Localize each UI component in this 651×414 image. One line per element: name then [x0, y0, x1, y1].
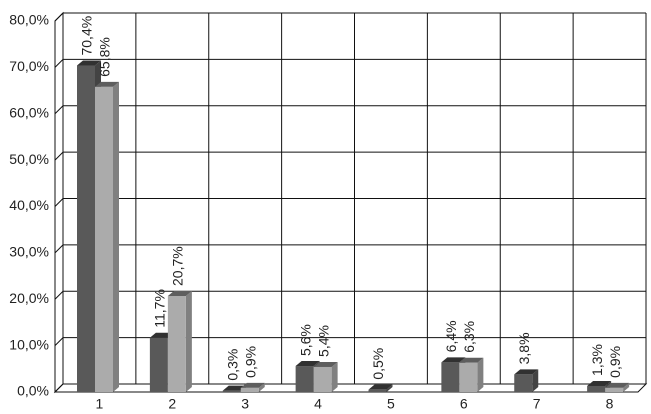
bar	[587, 385, 606, 392]
bar	[313, 366, 332, 392]
x-tick-label: 1	[96, 396, 104, 412]
bar	[459, 362, 478, 392]
bar-side	[386, 384, 393, 392]
x-tick-label: 8	[606, 396, 614, 412]
value-label: 0,5%	[370, 348, 386, 380]
bar-side	[477, 357, 484, 392]
bar	[605, 387, 624, 392]
value-label: 5,4%	[315, 325, 331, 357]
bar	[222, 390, 241, 392]
bar	[95, 86, 113, 392]
value-label: 6,3%	[461, 321, 477, 353]
value-label: 0,9%	[607, 346, 623, 378]
value-label: 1,3%	[589, 344, 605, 376]
grid-line-side	[54, 151, 64, 161]
grid-line-side	[54, 337, 64, 346]
bar-top	[313, 361, 338, 367]
bar-side	[532, 369, 539, 392]
bar	[368, 389, 387, 392]
y-tick-label: 50,0%	[9, 151, 49, 167]
bar	[240, 387, 259, 392]
bar-top	[514, 369, 539, 375]
grid-line-side	[54, 244, 64, 254]
bar	[441, 362, 460, 392]
bar	[167, 296, 186, 392]
bar-side	[258, 382, 265, 392]
y-tick-label: 10,0%	[9, 336, 49, 352]
bar-top	[167, 291, 192, 297]
y-tick-label: 30,0%	[9, 244, 49, 260]
x-tick-label: 6	[460, 396, 468, 412]
bar-side	[185, 291, 192, 392]
bar	[77, 65, 95, 393]
grid-line-side	[54, 383, 64, 393]
y-tick-label: 80,0%	[9, 12, 49, 28]
value-label: 65,8%	[97, 37, 113, 77]
y-tick-label: 0,0%	[17, 383, 49, 399]
bar-top	[295, 361, 320, 367]
grid-line-side	[54, 59, 64, 68]
bar-top	[587, 380, 612, 386]
value-label: 0,3%	[224, 349, 240, 381]
bar	[295, 366, 314, 392]
grid-line-side	[54, 12, 64, 22]
value-label: 70,4%	[79, 16, 95, 56]
y-tick-label: 40,0%	[9, 197, 49, 213]
value-label: 3,8%	[516, 332, 532, 364]
grid-line-side	[54, 105, 64, 115]
value-label: 5,6%	[297, 324, 313, 356]
x-tick-label: 4	[314, 396, 322, 412]
bar-side	[331, 361, 338, 392]
bar-top	[95, 81, 119, 87]
bar-top	[240, 382, 265, 388]
x-tick-label: 2	[168, 396, 176, 412]
grid-line-side	[54, 198, 64, 207]
x-tick-label: 3	[241, 396, 249, 412]
y-tick-label: 60,0%	[9, 104, 49, 120]
bar-top	[459, 357, 484, 363]
x-tick-label: 5	[387, 396, 395, 412]
bar	[514, 374, 533, 392]
value-label: 0,9%	[242, 346, 258, 378]
bar-top	[77, 60, 101, 66]
y-tick-label: 20,0%	[9, 290, 49, 306]
bar-top	[368, 384, 393, 390]
floor	[53, 383, 648, 393]
grid-line-side	[54, 290, 64, 300]
bar-side	[623, 382, 630, 392]
bar-side	[113, 81, 119, 392]
x-tick-label: 7	[533, 396, 541, 412]
bar	[149, 337, 168, 392]
value-label: 20,7%	[170, 246, 186, 286]
bar-top	[605, 382, 630, 388]
value-label: 6,4%	[443, 320, 459, 352]
bar-top	[441, 357, 466, 363]
value-label: 11,7%	[152, 289, 168, 328]
y-tick-label: 70,0%	[9, 58, 49, 74]
